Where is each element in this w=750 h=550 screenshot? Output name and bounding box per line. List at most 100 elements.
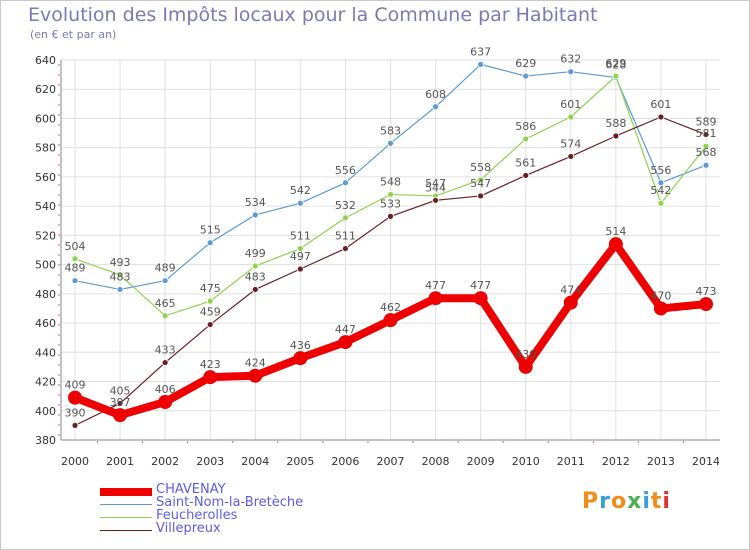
data-label: 601 <box>650 98 671 111</box>
legend-label-villepreux: Villepreux <box>156 521 221 536</box>
data-label: 397 <box>110 396 131 409</box>
data-point <box>522 72 530 80</box>
chart-title: Evolution des Impôts locaux pour la Comm… <box>28 4 598 26</box>
data-point <box>338 335 353 350</box>
data-label: 533 <box>380 197 401 210</box>
data-label: 406 <box>155 383 176 396</box>
data-point <box>342 214 349 222</box>
data-label: 390 <box>65 406 86 419</box>
data-label: 430 <box>515 348 536 361</box>
data-label: 489 <box>65 262 86 275</box>
data-point <box>293 351 308 366</box>
data-point <box>653 301 668 316</box>
y-tick-label: 560 <box>35 171 56 184</box>
x-tick-label: 2001 <box>106 455 134 468</box>
data-point <box>387 191 394 198</box>
data-label: 515 <box>200 224 221 237</box>
data-label: 586 <box>515 120 536 133</box>
data-label: 547 <box>470 177 491 190</box>
logo-letter: i <box>662 489 671 514</box>
data-point <box>518 359 533 374</box>
data-label: 405 <box>110 384 131 397</box>
data-label: 477 <box>425 279 446 292</box>
data-point <box>428 291 443 306</box>
data-point <box>68 390 82 405</box>
data-label: 409 <box>65 379 86 392</box>
data-point <box>522 172 530 179</box>
data-label: 588 <box>605 117 626 130</box>
data-label: 542 <box>650 184 671 197</box>
data-point <box>387 139 394 147</box>
data-point <box>71 421 79 429</box>
data-point <box>206 239 214 247</box>
data-point <box>567 153 575 160</box>
logo-letter: r <box>599 489 611 514</box>
logo-letter: o <box>610 489 628 514</box>
data-point <box>657 179 665 187</box>
y-tick-label: 480 <box>35 288 56 301</box>
data-point <box>702 142 710 150</box>
data-label: 589 <box>696 116 717 129</box>
data-point <box>567 68 575 76</box>
data-label: 561 <box>515 156 536 169</box>
y-tick-label: 440 <box>35 346 56 359</box>
data-point <box>342 179 349 187</box>
data-label: 511 <box>335 230 356 243</box>
data-label: 581 <box>696 127 717 140</box>
data-label: 470 <box>650 289 671 302</box>
chart-subtitle: (en € et par an) <box>30 28 117 41</box>
data-label: 465 <box>155 297 176 310</box>
data-point <box>158 395 173 409</box>
data-label: 547 <box>425 177 446 190</box>
data-point <box>206 297 214 305</box>
data-point <box>699 297 713 312</box>
data-label: 447 <box>335 323 356 336</box>
x-tick-label: 2004 <box>241 455 269 468</box>
y-tick-label: 520 <box>35 229 56 242</box>
legend-label-feucherolles: Feucherolles <box>156 508 238 523</box>
data-point <box>251 262 259 270</box>
data-label: 632 <box>560 53 581 66</box>
data-point <box>203 370 218 385</box>
proxiti-logo: Proxiti <box>582 489 671 514</box>
data-label: 637 <box>470 45 491 58</box>
data-point <box>383 313 398 328</box>
legend-swatch-villepreux <box>100 530 152 531</box>
data-label: 423 <box>200 358 221 371</box>
data-label: 556 <box>335 164 356 177</box>
x-tick-label: 2012 <box>602 455 630 468</box>
data-point <box>477 176 485 184</box>
x-tick-label: 2014 <box>692 455 720 468</box>
data-label: 483 <box>110 270 131 283</box>
y-tick-label: 640 <box>35 54 56 67</box>
data-point <box>432 103 439 111</box>
data-label: 608 <box>425 88 446 101</box>
y-tick-label: 580 <box>35 142 56 155</box>
data-label: 629 <box>515 57 536 70</box>
data-label: 475 <box>200 282 221 295</box>
data-point <box>296 265 304 273</box>
y-tick-label: 620 <box>35 83 56 96</box>
legend-swatch-chavenay <box>100 488 152 496</box>
data-label: 558 <box>470 161 491 174</box>
data-point <box>161 312 169 320</box>
x-tick-label: 2011 <box>557 455 585 468</box>
logo-letter: t <box>650 489 663 514</box>
data-label: 542 <box>290 184 311 197</box>
x-tick-label: 2007 <box>377 455 405 468</box>
data-point <box>161 277 169 285</box>
x-tick-label: 2009 <box>467 455 495 468</box>
data-label: 424 <box>245 357 266 370</box>
data-point <box>113 408 128 423</box>
data-point <box>477 60 485 68</box>
data-label: 459 <box>200 306 221 319</box>
data-label: 583 <box>380 124 401 137</box>
data-label: 548 <box>380 175 401 188</box>
y-tick-label: 500 <box>35 259 56 272</box>
data-label: 511 <box>290 230 311 243</box>
x-tick-label: 2000 <box>61 455 89 468</box>
x-tick-label: 2010 <box>512 455 540 468</box>
data-point <box>251 211 259 219</box>
data-point <box>248 368 263 383</box>
logo-letter: P <box>582 489 600 514</box>
